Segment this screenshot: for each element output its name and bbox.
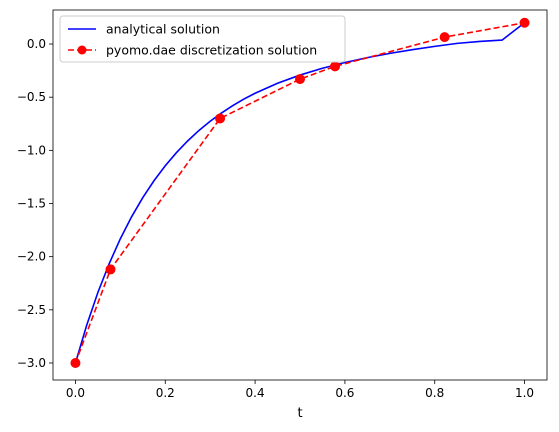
x-axis-label: t [297,406,302,421]
legend-label: pyomo.dae discretization solution [106,43,317,58]
series-point [70,357,81,368]
series-point [105,264,116,275]
series-point [439,32,450,43]
series-point [519,17,530,28]
axes-frame [52,9,548,381]
legend-marker [77,45,87,55]
y-tick-label: −1.0 [17,143,46,157]
y-tick-label: 0.0 [27,37,46,51]
x-tick-label: 0.2 [156,386,175,400]
series-point [330,61,341,72]
series-line-0 [74,22,526,364]
y-axis: 0.0 −0.5 −1.0 −1.5 −2.0 −2.5 −3.0 [17,37,53,370]
legend-label: analytical solution [106,22,220,37]
legend-box [59,15,346,63]
x-tick-label: 1.0 [515,386,534,400]
x-tick-label: 0.4 [246,386,265,400]
y-tick-label: −2.0 [17,250,46,264]
y-tick-label: −0.5 [17,90,46,104]
x-tick-label: 0.8 [425,386,444,400]
series-point [295,74,305,85]
y-tick-label: −1.5 [17,197,46,211]
y-tick-label: −2.5 [17,303,46,317]
plot-area [70,17,530,368]
x-axis: 0.0 0.2 0.4 0.6 0.8 1.0 [66,380,534,400]
x-tick-label: 0.6 [335,386,354,400]
legend: analytical solution pyomo.dae discretizat… [59,15,346,63]
series-line-1 [74,21,525,364]
series-point [215,113,226,124]
x-tick-label: 0.0 [66,386,85,400]
y-tick-label: −3.0 [17,356,46,370]
